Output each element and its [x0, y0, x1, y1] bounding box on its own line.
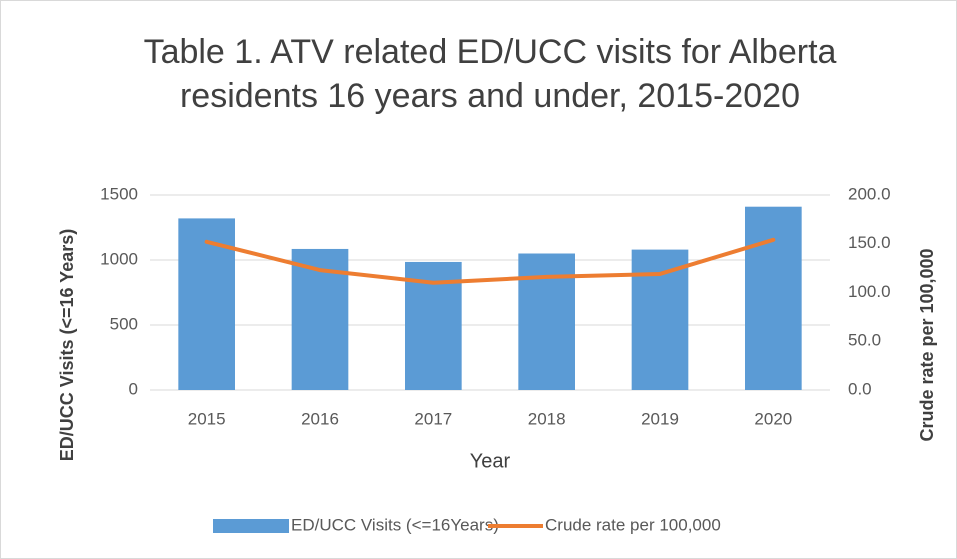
- y2-tick-label: 150.0: [848, 233, 891, 252]
- chart-title: Table 1. ATV related ED/UCC visits for A…: [143, 33, 837, 115]
- bar: [518, 253, 575, 390]
- line: [204, 237, 776, 285]
- legend-swatch: [213, 519, 289, 533]
- x-axis-label: Year: [470, 450, 511, 472]
- x-tick-label: 2016: [301, 409, 339, 428]
- legend-label: ED/UCC Visits (<=16Years): [291, 515, 499, 534]
- y2-tick-label: 50.0: [848, 331, 881, 350]
- x-tick-label: 2015: [188, 409, 226, 428]
- x-tick-label: 2020: [754, 409, 792, 428]
- y2-tick-label: 100.0: [848, 282, 891, 301]
- y-tick-label: 0: [129, 379, 138, 398]
- bar: [745, 206, 802, 390]
- legend-label: Crude rate per 100,000: [545, 515, 721, 534]
- y-axis-label: ED/UCC Visits (<=16 Years): [57, 229, 77, 461]
- y-tick-label: 500: [110, 314, 138, 333]
- y2-axis-label: Crude rate per 100,000: [917, 248, 937, 441]
- bar: [631, 249, 689, 390]
- y-tick-label: 1000: [100, 249, 138, 268]
- y-tick-label: 1500: [100, 184, 138, 203]
- x-tick-label: 2018: [528, 409, 566, 428]
- x-tick-label: 2019: [641, 409, 679, 428]
- x-tick-label: 2017: [414, 409, 452, 428]
- bar: [178, 218, 235, 390]
- y2-tick-label: 0.0: [848, 379, 872, 398]
- y2-tick-label: 200.0: [848, 184, 891, 203]
